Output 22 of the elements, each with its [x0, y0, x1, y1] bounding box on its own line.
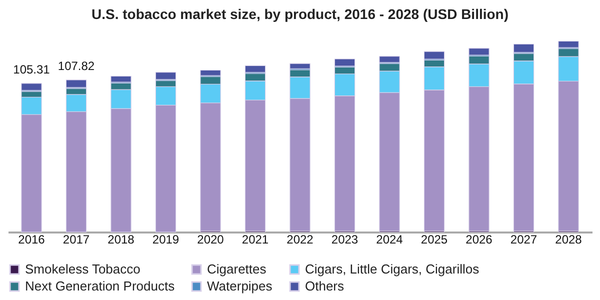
chart-title: U.S. tobacco market size, by product, 2016 - 2028 (USD Billion) — [91, 6, 509, 22]
legend-label: Next Generation Products — [25, 278, 176, 294]
legend-label: Cigarettes — [207, 262, 267, 277]
x-tick-label: 2023 — [331, 232, 358, 246]
x-tick-label: 2024 — [376, 232, 404, 246]
x-tick-label: 2022 — [286, 232, 314, 246]
x-tick-label: 2019 — [152, 232, 180, 246]
legend-label: Cigars, Little Cigars, Cigarillos — [305, 262, 480, 277]
legend-label: Waterpipes — [207, 278, 273, 294]
legend-label: Smokeless Tobacco — [25, 262, 140, 277]
x-tick-label: 2026 — [466, 232, 493, 246]
annotation: 107.82 — [58, 58, 95, 73]
annotation: 105.31 — [13, 62, 50, 76]
x-tick-label: 2027 — [510, 232, 538, 246]
x-tick-label: 2018 — [108, 232, 135, 246]
x-tick-label: 2021 — [242, 232, 269, 246]
x-tick-label: 2016 — [18, 232, 46, 246]
x-tick-label: 2020 — [197, 232, 224, 246]
legend-label: Others — [305, 278, 345, 294]
x-tick-label: 2028 — [555, 232, 582, 246]
x-tick-label: 2017 — [62, 232, 90, 246]
x-tick-label: 2025 — [420, 232, 448, 246]
